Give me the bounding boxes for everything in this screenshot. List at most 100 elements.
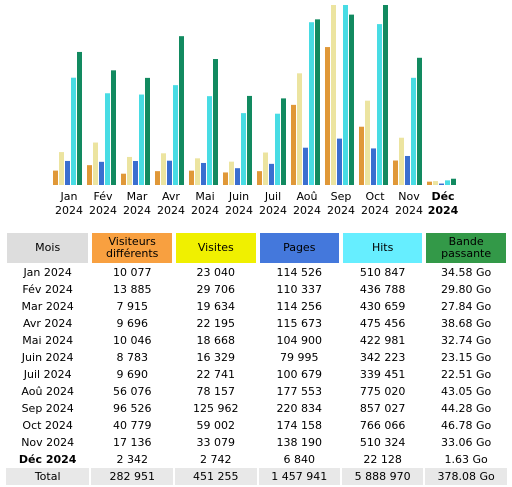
value-cell: 59 002 <box>196 419 236 432</box>
bar <box>451 178 456 185</box>
month-name: Oct <box>22 419 42 432</box>
month-year: 2024 <box>45 300 74 313</box>
bar <box>445 180 450 185</box>
value-cell: 430 659 <box>359 300 406 313</box>
value-cell: 110 337 <box>276 283 323 296</box>
table-row: Juil 2024 9 690 22 741 100 679 339 451 22.51 … <box>6 366 507 383</box>
x-tick-label: 2024 <box>361 204 389 217</box>
month-year: 2024 <box>43 368 72 381</box>
bar <box>167 160 172 185</box>
value-cell: 22 195 <box>196 317 236 330</box>
x-tick-label: Mai <box>195 190 214 203</box>
column-header: Mois <box>6 232 90 264</box>
total-cell: 378.08 Go <box>425 468 507 485</box>
x-tick-label: Mar <box>127 190 148 203</box>
bar <box>161 153 166 185</box>
month-name: Fév <box>22 283 42 296</box>
bar <box>179 36 184 186</box>
bar <box>393 160 398 185</box>
value-cell: 766 066 <box>359 419 406 432</box>
month-name: Nov <box>21 436 43 449</box>
table-row: Mai 2024 10 046 18 668 104 900 422 981 32.74 … <box>6 332 507 349</box>
x-tick-label: Sep <box>331 190 352 203</box>
x-tick-label: 2024 <box>428 204 459 217</box>
value-cell: 115 673 <box>276 317 323 330</box>
bar <box>275 113 280 185</box>
value-cell: 18 668 <box>196 334 236 347</box>
table-row: Déc 2024 2 342 2 742 6 840 22 128 1.63 Go <box>6 451 507 468</box>
value-cell: 342 223 <box>359 351 406 364</box>
value-cell: 2 742 <box>200 453 232 466</box>
value-cell: 339 451 <box>359 368 406 381</box>
value-cell: 1.63 Go <box>444 453 488 466</box>
value-cell: 857 027 <box>359 402 406 415</box>
bar <box>427 181 432 185</box>
bar <box>325 47 330 185</box>
month-cell: Mar 2024 <box>6 298 89 315</box>
bar <box>269 163 274 185</box>
value-cell: 29.80 Go <box>441 283 492 296</box>
bar <box>359 126 364 185</box>
value-cell: 43.05 Go <box>441 385 492 398</box>
value-cell: 138 190 <box>276 436 323 449</box>
x-tick-label: 2024 <box>191 204 219 217</box>
bar <box>309 22 314 185</box>
value-cell: 125 962 <box>193 402 239 415</box>
bar <box>139 94 144 185</box>
value-cell: 40 779 <box>112 419 152 432</box>
x-tick-label: 2024 <box>157 204 185 217</box>
value-cell: 775 020 <box>359 385 406 398</box>
month-cell: Fév 2024 <box>6 281 89 298</box>
bar <box>127 156 132 185</box>
bar <box>59 152 64 185</box>
bar <box>343 5 348 185</box>
bar <box>195 158 200 185</box>
table-row: Oct 2024 40 779 59 002 174 158 766 066 46.78 … <box>6 417 507 434</box>
bar <box>93 142 98 185</box>
value-cell: 46.78 Go <box>441 419 492 432</box>
month-cell: Oct 2024 <box>6 417 89 434</box>
month-cell: Juin 2024 <box>6 349 89 366</box>
bar <box>257 171 262 185</box>
value-cell: 96 526 <box>112 402 152 415</box>
value-cell: 510 324 <box>359 436 406 449</box>
bar <box>213 59 218 185</box>
x-tick-label: 2024 <box>395 204 423 217</box>
bar <box>53 170 58 185</box>
x-tick-label: Jan <box>60 190 78 203</box>
month-name: Mai <box>22 334 42 347</box>
x-tick-label: Juin <box>228 190 249 203</box>
bar <box>281 98 286 185</box>
value-cell: 33 079 <box>196 436 236 449</box>
value-cell: 177 553 <box>276 385 323 398</box>
month-name: Jan <box>23 266 41 279</box>
month-cell: Jan 2024 <box>6 264 89 281</box>
value-cell: 78 157 <box>196 385 236 398</box>
bar <box>223 172 228 185</box>
value-cell: 10 077 <box>112 266 152 279</box>
month-cell: Sep 2024 <box>6 400 89 417</box>
value-cell: 6 840 <box>283 453 316 466</box>
column-header: Bande passante <box>425 232 507 264</box>
bar <box>207 96 212 185</box>
bar <box>229 161 234 185</box>
value-cell: 8 783 <box>116 351 148 364</box>
month-year: 2024 <box>44 419 73 432</box>
value-cell: 17 136 <box>112 436 152 449</box>
table-row: Juin 2024 8 783 16 329 79 995 342 223 23.15 G… <box>6 349 507 366</box>
value-cell: 22 741 <box>196 368 236 381</box>
value-cell: 16 329 <box>196 351 236 364</box>
table-row: Sep 2024 96 526 125 962 220 834 857 027 44.28… <box>6 400 507 417</box>
x-tick-label: 2024 <box>89 204 117 217</box>
month-name: Juin <box>21 351 43 364</box>
bar <box>399 137 404 185</box>
x-tick-label: 2024 <box>327 204 355 217</box>
x-tick-label: Juil <box>264 190 281 203</box>
bar <box>337 138 342 185</box>
bar <box>291 104 296 185</box>
month-name: Avr <box>22 317 41 330</box>
value-cell: 32.74 Go <box>441 334 492 347</box>
value-cell: 114 256 <box>276 300 323 313</box>
chart: Jan2024Fév2024Mar2024Avr2024Mai2024Juin2… <box>53 5 459 217</box>
bar <box>235 168 240 185</box>
